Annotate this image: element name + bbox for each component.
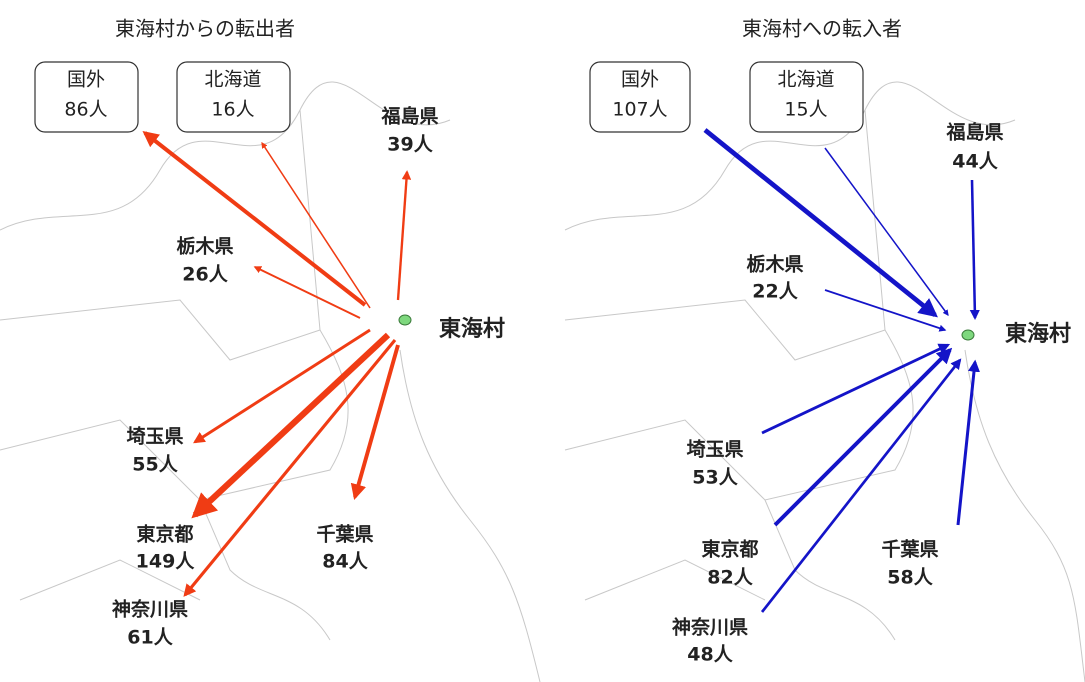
region-box xyxy=(176,61,291,133)
flow-arrow xyxy=(761,343,951,435)
flow-arrow xyxy=(183,339,397,597)
region-count: 84人 xyxy=(322,551,368,573)
region-count: 55人 xyxy=(132,454,178,476)
region-label: 東京都 xyxy=(701,538,758,561)
flow-arrow xyxy=(396,170,412,301)
region-count: 22人 xyxy=(752,281,798,303)
region-label: 福島県 xyxy=(945,121,1003,144)
region-count: 39人 xyxy=(387,134,433,156)
region-count: 149人 xyxy=(136,551,196,573)
center-marker xyxy=(961,329,975,341)
panel-title: 東海村からの転出者 xyxy=(115,17,295,41)
center-marker xyxy=(398,314,412,326)
region-label: 千葉県 xyxy=(881,539,938,561)
region-count: 82人 xyxy=(707,567,753,589)
region-label: 栃木県 xyxy=(176,235,233,258)
flow-arrow xyxy=(142,131,367,307)
panel-title: 東海村への転入者 xyxy=(742,17,902,41)
region-label: 東京都 xyxy=(136,523,193,546)
region-count: 44人 xyxy=(952,151,998,173)
region-label: 福島県 xyxy=(380,105,438,128)
region-label: 千葉県 xyxy=(316,524,373,546)
flow-arrow xyxy=(703,128,938,318)
region-box xyxy=(589,61,691,133)
region-count: 86人 xyxy=(64,99,107,121)
region-label: 国外 xyxy=(67,69,105,91)
region-count: 48人 xyxy=(687,644,733,666)
center-label: 東海村 xyxy=(1005,321,1071,347)
flow-arrow xyxy=(956,359,981,526)
flow-arrow xyxy=(824,147,949,316)
region-count: 61人 xyxy=(127,627,173,649)
flow-arrow xyxy=(824,289,947,332)
region-label: 埼玉県 xyxy=(686,438,743,461)
flow-arrow xyxy=(253,266,361,319)
region-label: 北海道 xyxy=(777,69,834,91)
region-label: 神奈川県 xyxy=(112,598,188,621)
flow-arrow xyxy=(773,347,953,527)
region-label: 北海道 xyxy=(204,69,261,91)
region-box xyxy=(749,61,864,133)
region-count: 26人 xyxy=(182,264,228,286)
region-box xyxy=(34,61,139,133)
region-count: 107人 xyxy=(612,99,667,121)
region-count: 53人 xyxy=(692,467,738,489)
flow-arrow xyxy=(969,179,980,321)
region-label: 神奈川県 xyxy=(672,616,748,639)
center-label: 東海村 xyxy=(439,316,505,342)
flow-arrow xyxy=(760,358,962,613)
flow-arrow xyxy=(191,332,391,519)
region-label: 国外 xyxy=(621,69,659,91)
flow-arrow xyxy=(350,344,400,501)
region-count: 15人 xyxy=(784,99,827,121)
flow-arrow xyxy=(193,328,371,444)
region-count: 16人 xyxy=(211,99,254,121)
map-background xyxy=(0,81,1085,682)
flow-arrow xyxy=(261,141,371,309)
region-label: 栃木県 xyxy=(746,253,803,276)
region-count: 58人 xyxy=(887,567,933,589)
region-label: 埼玉県 xyxy=(126,425,183,448)
